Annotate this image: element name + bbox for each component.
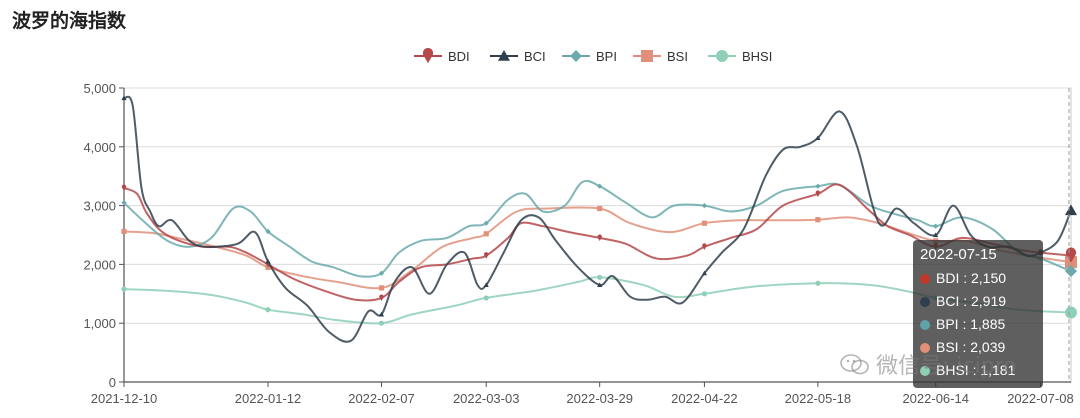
legend-item-bsi[interactable]: BSI (633, 49, 688, 64)
y-tick-label: 3,000 (83, 199, 116, 214)
point-marker-bsi (597, 205, 603, 212)
legend-item-bhsi[interactable]: BHSI (708, 49, 772, 64)
series-line-bpi (123, 179, 1072, 278)
tooltip-dot-icon (920, 343, 930, 353)
point-marker-bsi (701, 220, 708, 226)
chart-title: 波罗的海指数 (12, 10, 127, 32)
series-lines (121, 95, 1077, 343)
point-marker-bpi (597, 183, 603, 189)
x-tick-label: 2021-12-10 (91, 391, 158, 406)
watermark: 微信号: icipro (840, 348, 1017, 380)
tooltip-dot-icon (920, 274, 930, 284)
point-marker-bci (483, 282, 489, 288)
series-line-bci (123, 95, 1072, 343)
highlight-marker-bpi (1065, 265, 1077, 278)
tooltip: 2022-07-15 BDI : 2,150 BCI : 2,919 BPI :… (913, 240, 1043, 388)
tooltip-dot-icon (920, 320, 930, 330)
highlight-marker-bdi (1065, 247, 1077, 263)
x-tick-label: 2022-03-03 (453, 391, 520, 406)
tooltip-row-bpi: BPI : 1,885 (920, 314, 1005, 334)
point-marker-bhsi (265, 307, 271, 313)
point-marker-bhsi (121, 286, 127, 292)
point-marker-bdi (815, 190, 821, 197)
point-marker-bdi (597, 234, 602, 242)
tooltip-row-bhsi: BHSI : 1,181 (920, 360, 1015, 380)
point-marker-bhsi (483, 295, 489, 301)
x-tick-label: 2022-04-22 (671, 391, 738, 406)
legend-item-bdi[interactable]: BDI (414, 47, 470, 64)
tooltip-row-bdi: BDI : 2,150 (920, 268, 1006, 288)
legend: BDI BCI BPI BSI BHSI (414, 47, 772, 64)
point-marker-bhsi (378, 320, 385, 326)
wechat-icon (840, 354, 869, 375)
x-tick-label: 2022-02-07 (348, 391, 415, 406)
legend-triangle-icon (498, 50, 510, 61)
point-marker-bdi (702, 243, 707, 250)
legend-label: BPI (596, 49, 617, 64)
point-marker-bdi (379, 294, 384, 302)
point-marker-bpi (815, 183, 821, 189)
highlight-marker-bhsi (1065, 306, 1077, 319)
point-marker-bdi (121, 184, 127, 192)
point-marker-bsi (483, 231, 489, 237)
x-tick-label: 2022-01-12 (235, 391, 302, 406)
point-marker-bpi (701, 203, 708, 209)
legend-pin-icon (422, 47, 434, 64)
x-tick-label: 2022-07-08 (1007, 391, 1074, 406)
point-marker-bci (701, 270, 708, 276)
y-tick-label: 2,000 (83, 257, 116, 272)
point-marker-bsi (815, 217, 821, 223)
point-marker-bhsi (701, 291, 708, 297)
point-marker-bsi (378, 285, 385, 291)
x-tick-label: 2022-05-18 (785, 391, 852, 406)
point-marker-bpi (378, 270, 385, 276)
legend-label: BDI (448, 49, 470, 64)
point-marker-bpi (483, 220, 489, 226)
point-marker-bci (933, 232, 939, 238)
highlight-marker-bci (1065, 204, 1077, 216)
point-marker-bci (815, 135, 821, 141)
legend-label: BCI (524, 49, 546, 64)
tooltip-row-bsi: BSI : 2,039 (920, 337, 1005, 357)
y-tick-label: 5,000 (83, 81, 116, 96)
point-marker-bdi (484, 252, 489, 259)
point-marker-bhsi (597, 274, 603, 280)
legend-item-bpi[interactable]: BPI (562, 49, 617, 64)
point-marker-bci (378, 311, 385, 317)
tooltip-date: 2022-07-15 (920, 246, 997, 263)
tooltip-dot-icon (920, 297, 930, 307)
point-marker-bpi (121, 200, 127, 206)
axes: 0 1,000 2,000 3,000 4,000 5,000 2021-12-10 2022… (83, 81, 1073, 406)
legend-label: BHSI (742, 49, 772, 64)
y-tick-label: 1,000 (83, 316, 116, 331)
tooltip-row-bci: BCI : 2,919 (920, 291, 1006, 311)
x-tick-label: 2022-06-14 (902, 391, 969, 406)
legend-circle-icon (716, 50, 728, 62)
y-tick-label: 4,000 (83, 140, 116, 155)
tooltip-dot-icon (920, 366, 930, 376)
series-line-bdi (123, 183, 1072, 302)
point-marker-bpi (265, 228, 271, 235)
legend-item-bci[interactable]: BCI (490, 49, 546, 64)
point-marker-bhsi (815, 280, 821, 286)
y-tick-label: 0 (109, 375, 116, 390)
legend-square-icon (641, 50, 653, 62)
legend-diamond-icon (570, 50, 582, 62)
point-marker-bsi (121, 228, 127, 235)
point-marker-bci (597, 282, 603, 288)
point-marker-bci (265, 258, 271, 264)
x-tick-label: 2022-03-29 (566, 391, 633, 406)
point-marker-bpi (933, 223, 939, 229)
legend-label: BSI (667, 49, 688, 64)
point-marker-bci (121, 95, 127, 101)
